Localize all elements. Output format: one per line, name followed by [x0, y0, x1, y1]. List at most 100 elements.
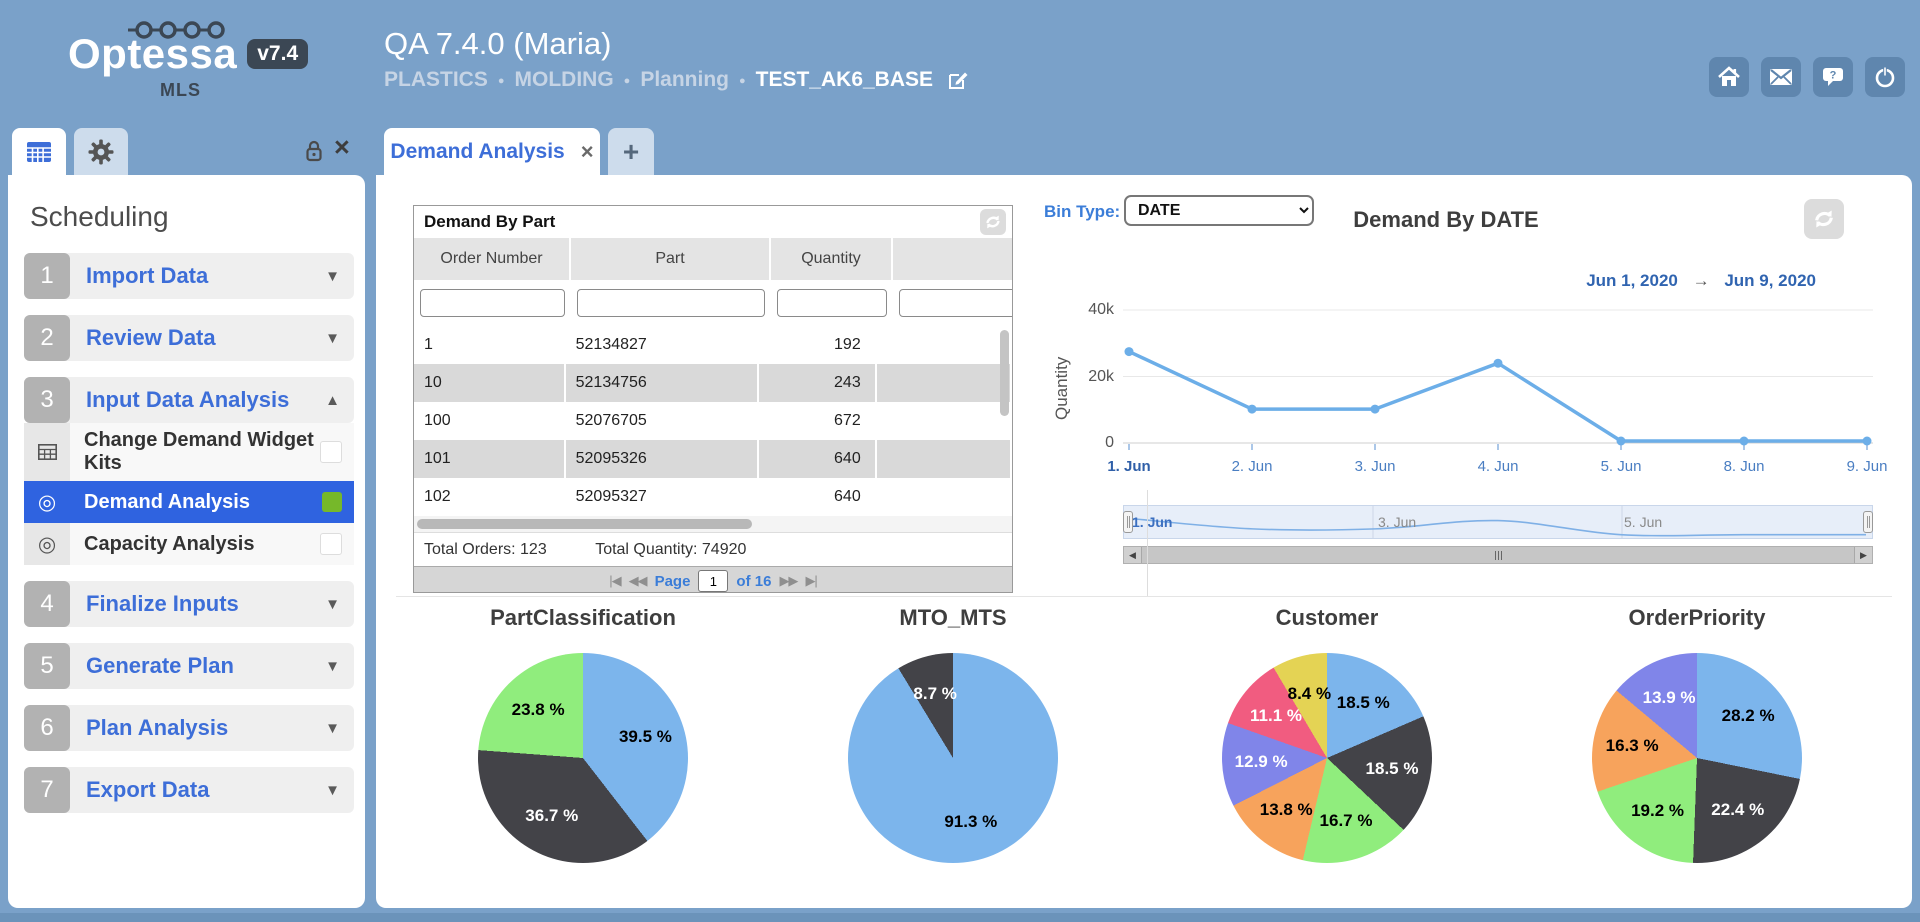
pie-chart[interactable]: 91.3 % 8.7 %: [848, 653, 1058, 863]
mail-button[interactable]: [1761, 57, 1801, 97]
table-refresh-button[interactable]: [980, 209, 1006, 235]
pie-chart[interactable]: 39.5 % 36.7 % 23.8 %: [478, 653, 688, 863]
x-tick-label[interactable]: 8. Jun: [1723, 458, 1765, 475]
x-tick-label[interactable]: 4. Jun: [1477, 458, 1519, 475]
table-pagination: |◀ ◀◀ Page of 16 ▶▶ ▶|: [414, 566, 1012, 592]
x-tick-label[interactable]: 2. Jun: [1231, 458, 1273, 475]
brand-name: Optessa: [68, 30, 238, 77]
table-title: Demand By Part: [424, 212, 556, 231]
filter-cell: [771, 280, 893, 326]
sidebar-step-import-data[interactable]: 1 Import Data ▼: [24, 253, 354, 299]
line-chart-svg: [1123, 309, 1873, 450]
page-input[interactable]: [698, 570, 729, 592]
sidebar-step-export-data[interactable]: 7 Export Data ▼: [24, 767, 354, 813]
step-label: Import Data: [86, 263, 209, 288]
prev-page-button[interactable]: ◀◀: [628, 573, 648, 588]
step-caret-icon[interactable]: ▲: [325, 391, 340, 409]
step-caret-icon[interactable]: ▼: [325, 719, 340, 737]
step-caret-icon[interactable]: ▼: [325, 267, 340, 285]
column-header-extra[interactable]: [893, 238, 1012, 280]
x-tick-label[interactable]: 5. Jun: [1600, 458, 1642, 475]
home-button[interactable]: [1709, 57, 1749, 97]
breadcrumb-item[interactable]: Planning: [640, 68, 729, 91]
step-label: Input Data Analysis: [86, 387, 290, 412]
chart-navigator[interactable]: 1. Jun 3. Jun 5. Jun: [1123, 505, 1873, 539]
pie-slice-label: 12.9 %: [1234, 752, 1288, 772]
table-row[interactable]: 10 52134756 243: [414, 364, 1012, 402]
scroll-right-arrow[interactable]: ▶: [1860, 549, 1867, 560]
step-caret-icon[interactable]: ▼: [325, 329, 340, 347]
table-row[interactable]: 101 52095326 640: [414, 440, 1012, 478]
table-row[interactable]: 102 52095327 640: [414, 478, 1012, 516]
sidebar-step-plan-analysis[interactable]: 6 Plan Analysis ▼: [24, 705, 354, 751]
help-button[interactable]: ?: [1813, 57, 1853, 97]
column-header-Part[interactable]: Part: [571, 238, 771, 280]
filter-input-quantity[interactable]: [777, 289, 887, 317]
add-tab-button[interactable]: +: [608, 128, 654, 176]
sidebar-item-change-demand-widget-kits[interactable]: Change Demand Widget Kits: [24, 423, 354, 481]
edit-icon[interactable]: [947, 69, 969, 91]
x-tick-label[interactable]: 1. Jun: [1107, 458, 1151, 475]
x-tick-label[interactable]: 9. Jun: [1846, 458, 1888, 475]
sidebar-tab-settings[interactable]: [74, 128, 128, 176]
sidebar-item-demand-analysis[interactable]: ◎ Demand Analysis: [24, 481, 354, 523]
scrollbar-thumb[interactable]: [417, 519, 752, 529]
date-from[interactable]: Jun 1, 2020: [1586, 271, 1678, 290]
sidebar-step-input-data-analysis[interactable]: 3 Input Data Analysis ▲: [24, 377, 354, 423]
navigator-handle-right[interactable]: [1863, 511, 1873, 533]
active-flag[interactable]: [322, 492, 342, 512]
checkbox[interactable]: [320, 533, 342, 555]
pie-title: PartClassification: [490, 605, 676, 630]
chart-refresh-button[interactable]: [1804, 199, 1844, 239]
sidebar-close-icon[interactable]: ×: [334, 132, 350, 162]
checkbox[interactable]: [320, 441, 342, 463]
x-tick-label[interactable]: 3. Jun: [1354, 458, 1396, 475]
refresh-icon: [986, 215, 1000, 229]
column-header-Order Number[interactable]: Order Number: [414, 238, 571, 280]
bin-type-select[interactable]: DATE: [1124, 195, 1314, 226]
next-page-button[interactable]: ▶▶: [779, 573, 798, 588]
pie-slice-label: 23.8 %: [511, 699, 565, 719]
scroll-left-arrow[interactable]: ◀: [1129, 549, 1136, 560]
step-caret-icon[interactable]: ▼: [325, 657, 340, 675]
sidebar-step-generate-plan[interactable]: 5 Generate Plan ▼: [24, 643, 354, 689]
navigator-handle-left[interactable]: [1123, 511, 1133, 533]
chart-scrollbar[interactable]: ◀ ▶: [1123, 546, 1873, 564]
tab-demand-analysis[interactable]: Demand Analysis ×: [384, 128, 600, 176]
table-vertical-scrollbar[interactable]: [1000, 330, 1009, 416]
sidebar-step-review-data[interactable]: 2 Review Data ▼: [24, 315, 354, 361]
filter-input-part[interactable]: [577, 289, 765, 317]
table-row[interactable]: 100 52076705 672: [414, 402, 1012, 440]
cell: 102: [414, 478, 566, 516]
pie-chart[interactable]: 28.2 % 22.4 % 19.2 % 16.3 % 13.9 %: [1592, 653, 1802, 863]
tab-close-icon[interactable]: ×: [580, 139, 594, 164]
step-caret-icon[interactable]: ▼: [325, 595, 340, 613]
sidebar-item-capacity-analysis[interactable]: ◎ Capacity Analysis: [24, 523, 354, 565]
lock-icon[interactable]: [305, 140, 323, 167]
step-label: Export Data: [86, 777, 210, 802]
table-header-row: Order Number Part Quantity: [414, 238, 1012, 281]
table-body: 1 52134827 192 10 52134756 243 100 52076705 672 1…: [414, 326, 1012, 516]
table-row[interactable]: 1 52134827 192: [414, 326, 1012, 364]
breadcrumb-item[interactable]: MOLDING: [514, 68, 614, 91]
filter-input-extra[interactable]: [899, 289, 1012, 317]
sidebar-tab-scheduling[interactable]: [12, 128, 66, 176]
sidebar-step-finalize-inputs[interactable]: 4 Finalize Inputs ▼: [24, 581, 354, 627]
cell: 243: [758, 364, 877, 402]
date-to[interactable]: Jun 9, 2020: [1724, 271, 1816, 290]
cell: 52134827: [566, 326, 759, 364]
pie-chart[interactable]: 18.5 % 18.5 % 16.7 % 13.8 % 12.9 % 11.1 % 8.4 …: [1222, 653, 1432, 863]
last-page-button[interactable]: ▶|: [805, 573, 817, 588]
date-range[interactable]: Jun 1, 2020 → Jun 9, 2020: [1376, 271, 1816, 291]
power-button[interactable]: [1865, 57, 1905, 97]
table-horizontal-scrollbar[interactable]: [414, 516, 1012, 532]
step-caret-icon[interactable]: ▼: [325, 781, 340, 799]
filter-input-order-number[interactable]: [420, 289, 565, 317]
first-page-button[interactable]: |◀: [609, 573, 621, 588]
column-header-Quantity[interactable]: Quantity: [771, 238, 893, 280]
navigator-label: 3. Jun: [1378, 514, 1417, 530]
power-icon: [1875, 66, 1895, 88]
breadcrumb-item[interactable]: PLASTICS: [384, 68, 488, 91]
scrollbar-thumb[interactable]: [1141, 547, 1855, 563]
